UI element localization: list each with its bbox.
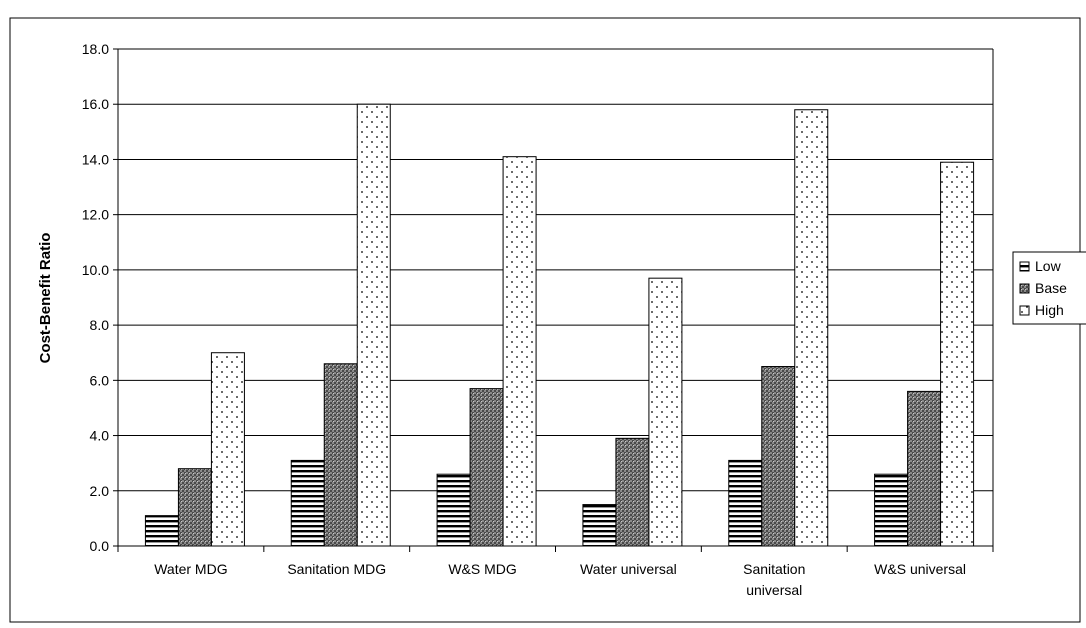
x-tick-label: Water MDG (154, 561, 227, 577)
y-tick-label: 0.0 (90, 538, 110, 554)
bar-low (874, 473, 909, 547)
x-tick-label: Sanitation universal (743, 561, 805, 598)
y-tick-label: 12.0 (82, 207, 109, 223)
y-axis-title: Cost-Benefit Ratio (37, 233, 54, 364)
legend-label-low: Low (1035, 258, 1062, 274)
legend-label-base: Base (1035, 280, 1067, 296)
x-tick-labels: Water MDG Sanitation MDG W&S MDG Water univ… (154, 561, 966, 598)
x-tick-label: W&S MDG (448, 561, 516, 577)
bar-low (582, 504, 617, 547)
legend-label-high: High (1035, 302, 1064, 318)
bar-base (615, 437, 650, 547)
bar-base (177, 468, 212, 547)
bar-base (761, 366, 796, 547)
bars (144, 103, 975, 547)
x-tick-label: W&S universal (874, 561, 966, 577)
x-tick-label: Water universal (580, 561, 677, 577)
y-tick-labels: 0.0 2.0 4.0 6.0 8.0 10.0 12.0 14.0 16.0 18.0 (82, 41, 109, 554)
bar-high (356, 103, 391, 547)
gridlines (118, 48, 993, 492)
bar-low (728, 459, 763, 547)
legend-swatch-low (1019, 261, 1030, 272)
bar-base (469, 388, 504, 547)
axes (113, 48, 994, 552)
bar-high (502, 156, 537, 547)
bar-base (323, 363, 358, 547)
partial-heading (0, 0, 1086, 12)
y-tick-label: 2.0 (90, 483, 110, 499)
legend-swatch-base (1019, 283, 1030, 294)
bar-high (210, 352, 245, 547)
bar-low (290, 459, 325, 547)
y-tick-label: 16.0 (82, 96, 109, 112)
legend-item-low: Low (1019, 258, 1062, 274)
bar-high (794, 109, 829, 547)
bar-high (940, 161, 975, 547)
y-tick-label: 14.0 (82, 151, 109, 167)
bar-low (144, 515, 179, 547)
y-tick-label: 4.0 (90, 428, 110, 444)
legend-item-base: Base (1019, 280, 1067, 296)
y-tick-label: 6.0 (90, 372, 110, 388)
y-tick-label: 18.0 (82, 41, 109, 57)
bar-high (648, 277, 683, 547)
legend-swatch-high (1019, 305, 1030, 316)
y-tick-label: 8.0 (90, 317, 110, 333)
x-tick-label: Sanitation MDG (287, 561, 386, 577)
bar-base (907, 390, 942, 547)
bar-low (436, 473, 471, 547)
y-tick-label: 10.0 (82, 262, 109, 278)
legend-item-high: High (1019, 302, 1064, 318)
legend: Low Base High (1012, 251, 1086, 325)
